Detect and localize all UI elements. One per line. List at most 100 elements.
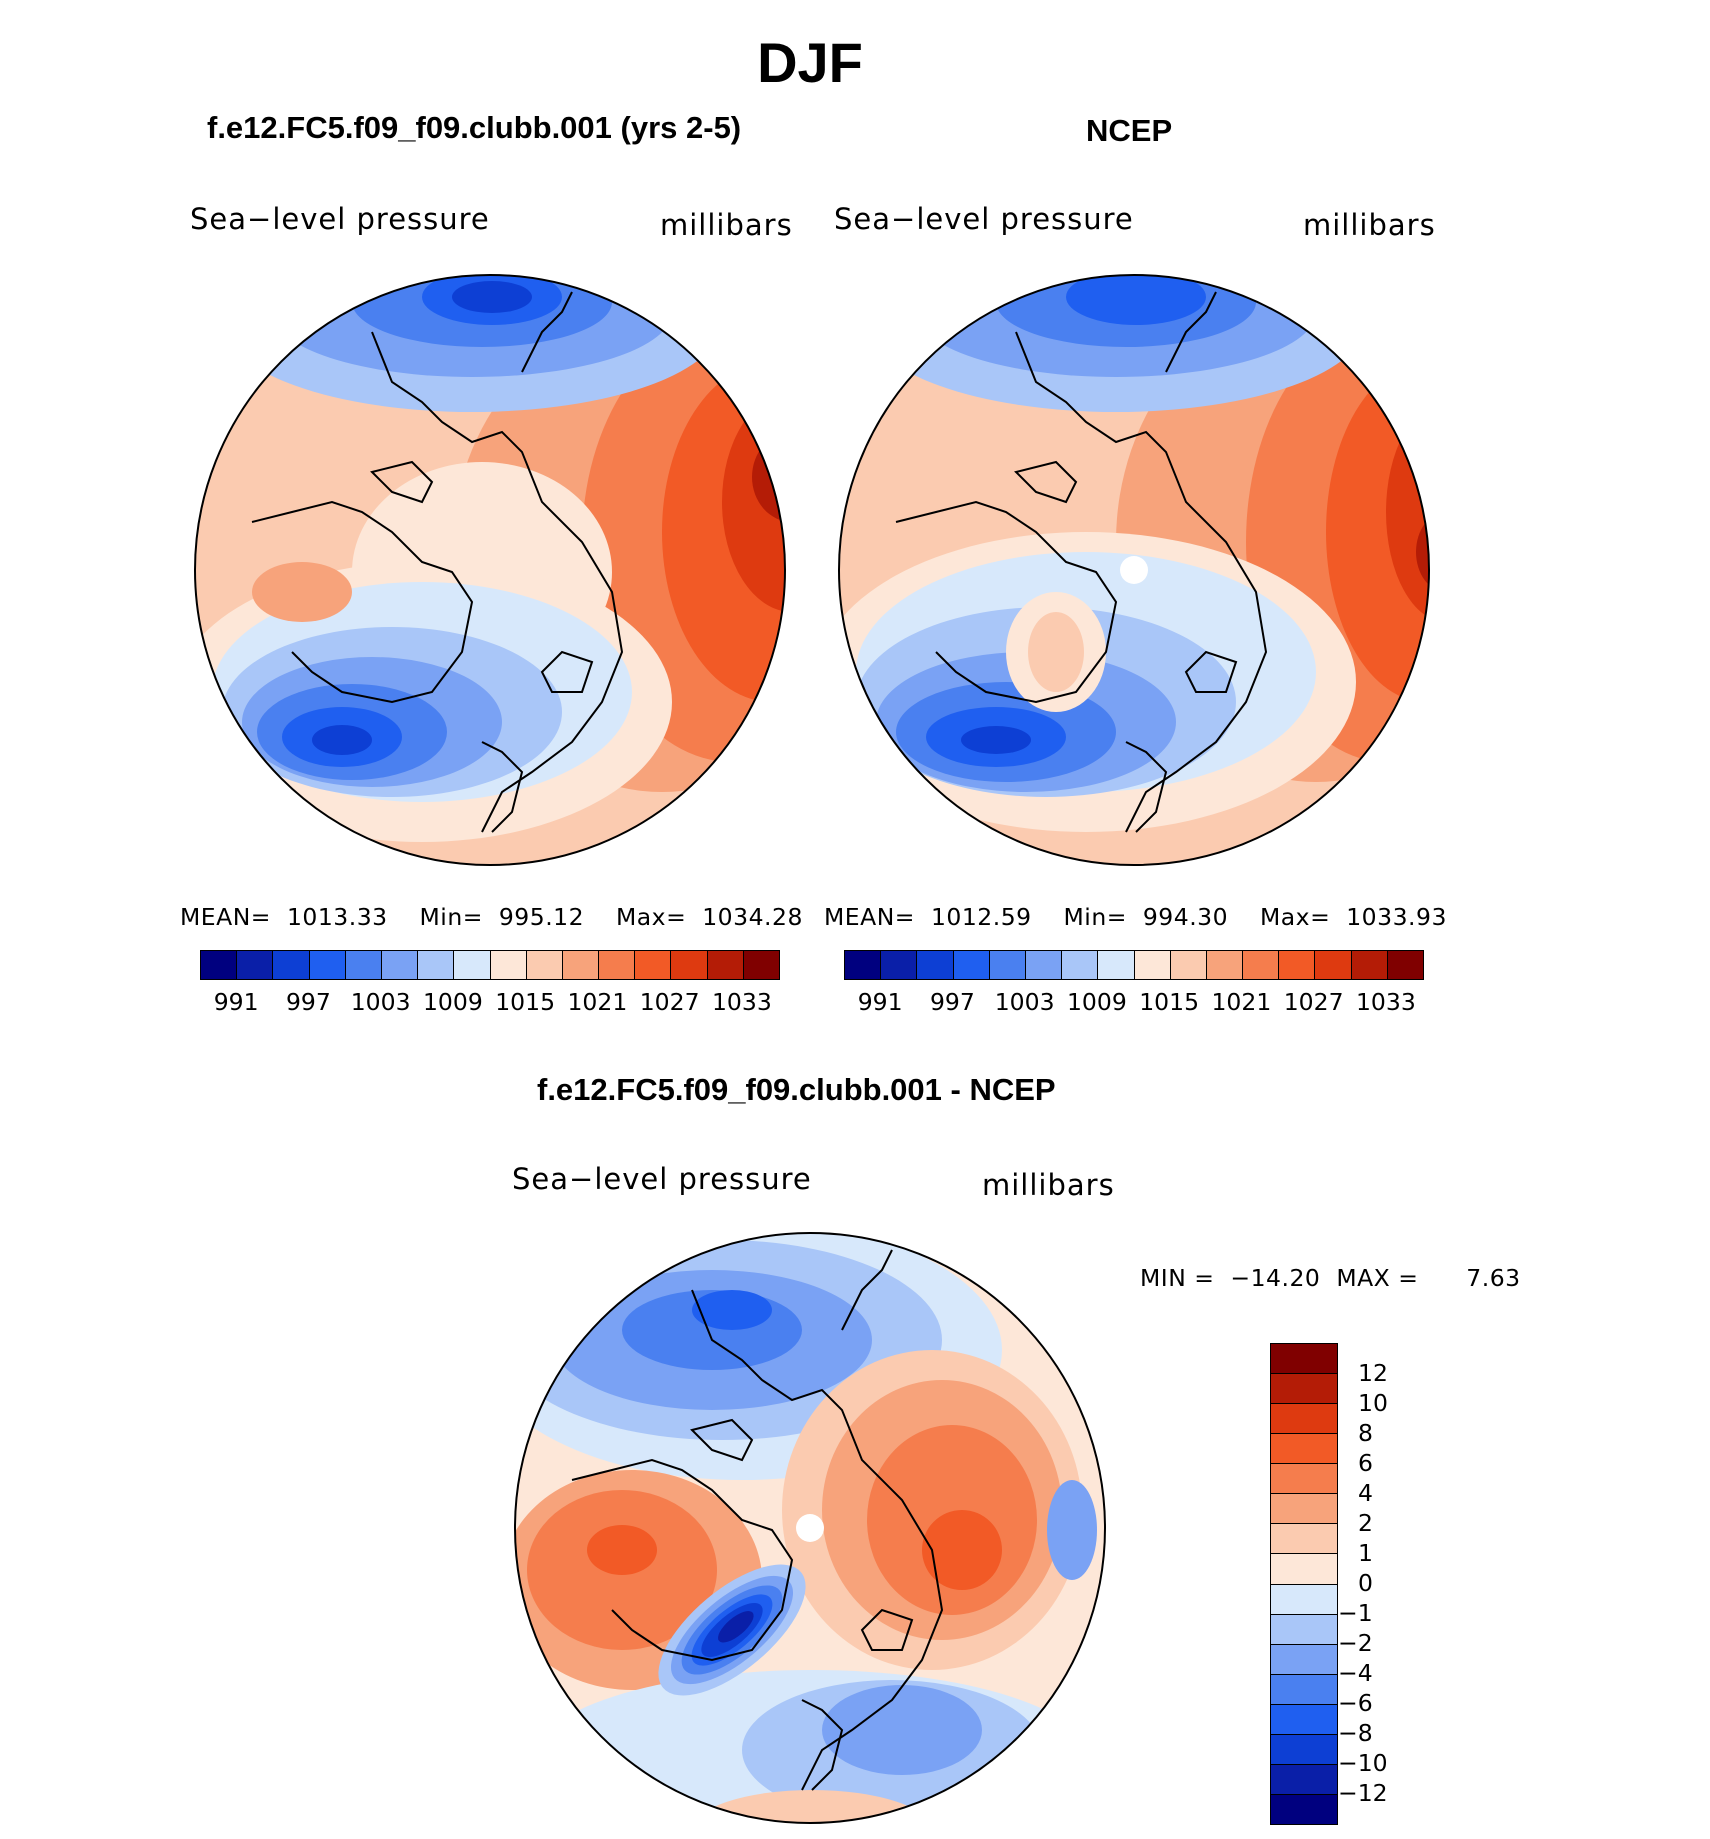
obs-colorbar-tick-label: 1003 — [994, 988, 1055, 1016]
diff-colorbar-tick-label: 2 — [1358, 1509, 1373, 1537]
obs-panel-title: NCEP — [1086, 113, 1173, 148]
diff-colorbar-ticks: 12 10 8 6 4 2 1 0 −1 −2 −4 −6 −8 −10 −12 — [1338, 1343, 1426, 1823]
diff-variable-label: Sea−level pressure — [512, 1162, 812, 1196]
model-colorbar-tick-label: 1021 — [567, 988, 628, 1016]
obs-colorbar-swatch — [1351, 951, 1388, 979]
diff-colorbar-swatch — [1271, 1404, 1337, 1435]
model-colorbar-swatch — [526, 951, 563, 979]
model-colorbar — [200, 950, 780, 980]
model-colorbar-swatch — [562, 951, 600, 979]
model-colorbar-ticks: 991 997 1003 1009 1015 1021 1027 1033 — [200, 988, 778, 1020]
diff-colorbar-tick-label: −12 — [1338, 1779, 1388, 1807]
diff-units-label: millibars — [982, 1168, 1115, 1202]
model-colorbar-swatch — [454, 951, 491, 979]
model-colorbar-tick-label: 1015 — [495, 988, 556, 1016]
obs-colorbar — [844, 950, 1424, 980]
diff-colorbar-swatch — [1271, 1644, 1337, 1675]
model-colorbar-swatch — [345, 951, 382, 979]
diff-colorbar-tick-label: −10 — [1338, 1749, 1388, 1777]
obs-colorbar-swatch — [881, 951, 918, 979]
diff-colorbar-swatch — [1271, 1374, 1337, 1405]
diff-colorbar-tick-label: 10 — [1358, 1389, 1388, 1417]
obs-colorbar-swatch — [1206, 951, 1244, 979]
model-colorbar-tick-label: 1003 — [350, 988, 411, 1016]
model-colorbar-swatch — [273, 951, 310, 979]
model-colorbar-swatch — [309, 951, 346, 979]
obs-colorbar-swatch — [1315, 951, 1352, 979]
obs-polar-map — [838, 274, 1430, 866]
diff-colorbar-tick-label: −6 — [1338, 1689, 1373, 1717]
diff-stats: MIN = −14.20 MAX = 7.63 — [1140, 1264, 1521, 1292]
diff-colorbar-tick-label: 0 — [1358, 1569, 1373, 1597]
diff-colorbar-tick-label: 1 — [1358, 1539, 1373, 1567]
obs-colorbar-swatch — [1025, 951, 1063, 979]
diff-colorbar-swatch — [1271, 1794, 1337, 1824]
obs-colorbar-swatch — [1098, 951, 1135, 979]
obs-colorbar-swatch — [1387, 951, 1423, 979]
model-colorbar-swatch — [707, 951, 744, 979]
diff-colorbar-swatch — [1271, 1674, 1337, 1705]
model-colorbar-swatch — [490, 951, 527, 979]
diff-colorbar-swatch — [1271, 1344, 1337, 1375]
obs-colorbar-swatch — [1170, 951, 1207, 979]
obs-colorbar-tick-label: 1033 — [1355, 988, 1416, 1016]
diff-colorbar-swatch — [1271, 1464, 1337, 1495]
model-colorbar-tick-label: 991 — [213, 988, 259, 1016]
obs-colorbar-tick-label: 1021 — [1211, 988, 1272, 1016]
model-units-label: millibars — [660, 208, 793, 242]
model-colorbar-tick-label: 1009 — [422, 988, 483, 1016]
obs-colorbar-tick-label: 1027 — [1283, 988, 1344, 1016]
model-colorbar-swatch — [635, 951, 672, 979]
diff-colorbar-tick-label: 12 — [1358, 1359, 1388, 1387]
obs-colorbar-swatch — [845, 951, 882, 979]
obs-colorbar-swatch — [1279, 951, 1316, 979]
model-colorbar-swatch — [418, 951, 455, 979]
model-variable-label: Sea−level pressure — [190, 202, 490, 236]
diff-colorbar-swatch — [1271, 1524, 1337, 1555]
figure-title: DJF — [757, 31, 863, 94]
model-colorbar-swatch — [201, 951, 238, 979]
diff-colorbar-tick-label: −1 — [1338, 1599, 1373, 1627]
diff-colorbar-swatch — [1271, 1704, 1337, 1735]
diff-colorbar-swatch — [1271, 1734, 1337, 1765]
model-colorbar-swatch — [743, 951, 779, 979]
obs-colorbar-swatch — [1062, 951, 1099, 979]
model-colorbar-tick-label: 997 — [285, 988, 331, 1016]
obs-colorbar-swatch — [1134, 951, 1171, 979]
model-colorbar-swatch — [381, 951, 419, 979]
diff-colorbar-swatch — [1271, 1434, 1337, 1465]
diff-colorbar-tick-label: 4 — [1358, 1479, 1373, 1507]
obs-units-label: millibars — [1303, 208, 1436, 242]
obs-colorbar-tick-label: 1015 — [1139, 988, 1200, 1016]
diff-colorbar-swatch — [1271, 1614, 1337, 1645]
model-polar-map — [194, 274, 786, 866]
obs-colorbar-swatch — [953, 951, 990, 979]
diff-panel-title: f.e12.FC5.f09_f09.clubb.001 - NCEP — [537, 1072, 1056, 1107]
model-colorbar-swatch — [599, 951, 636, 979]
diff-colorbar-tick-label: −8 — [1338, 1719, 1373, 1747]
diff-min-value: −14.20 — [1230, 1264, 1321, 1292]
model-panel-title: f.e12.FC5.f09_f09.clubb.001 (yrs 2-5) — [207, 110, 742, 145]
obs-colorbar-swatch — [989, 951, 1026, 979]
model-colorbar-swatch — [237, 951, 274, 979]
model-min-value: 995.12 — [498, 903, 585, 931]
diff-colorbar-tick-label: −4 — [1338, 1659, 1373, 1687]
obs-colorbar-tick-label: 1009 — [1066, 988, 1127, 1016]
obs-colorbar-tick-label: 997 — [929, 988, 975, 1016]
model-stats: MEAN= 1013.33 Min= 995.12 Max= 1034.28 — [180, 903, 803, 931]
diff-colorbar-swatch — [1271, 1554, 1337, 1585]
obs-variable-label: Sea−level pressure — [834, 202, 1134, 236]
diff-max-value: 7.63 — [1466, 1264, 1521, 1292]
obs-colorbar-swatch — [917, 951, 954, 979]
obs-min-value: 994.30 — [1142, 903, 1229, 931]
obs-colorbar-tick-label: 991 — [857, 988, 903, 1016]
diff-colorbar-tick-label: −2 — [1338, 1629, 1373, 1657]
diff-colorbar — [1270, 1343, 1338, 1825]
model-colorbar-tick-label: 1033 — [711, 988, 772, 1016]
model-colorbar-swatch — [671, 951, 708, 979]
model-colorbar-tick-label: 1027 — [639, 988, 700, 1016]
model-mean-value: 1013.33 — [286, 903, 388, 931]
model-max-value: 1034.28 — [702, 903, 803, 931]
diff-colorbar-swatch — [1271, 1764, 1337, 1795]
obs-max-value: 1033.93 — [1346, 903, 1447, 931]
